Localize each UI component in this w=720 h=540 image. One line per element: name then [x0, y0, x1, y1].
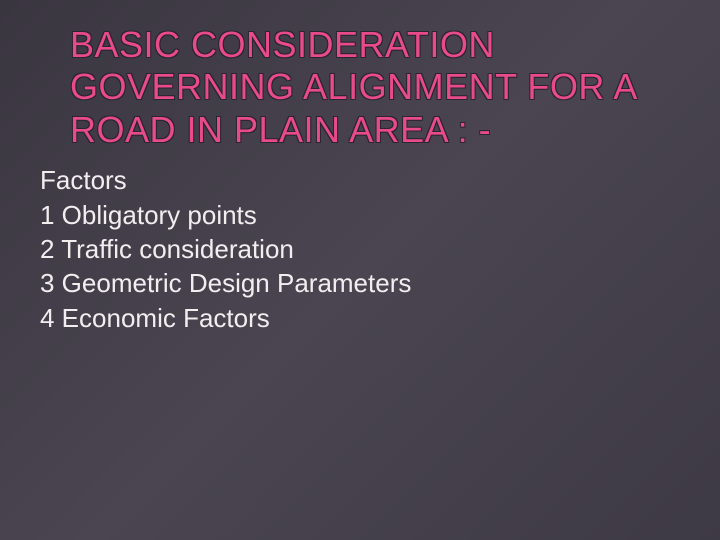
slide-title: BASIC CONSIDERATION GOVERNING ALIGNMENT … [70, 24, 680, 151]
list-item: 2 Traffic consideration [40, 232, 680, 266]
list-item: 4 Economic Factors [40, 301, 680, 335]
factors-heading: Factors [40, 163, 680, 197]
content-block: Factors 1 Obligatory points 2 Traffic co… [40, 163, 680, 335]
list-item: 3 Geometric Design Parameters [40, 266, 680, 300]
list-item: 1 Obligatory points [40, 198, 680, 232]
